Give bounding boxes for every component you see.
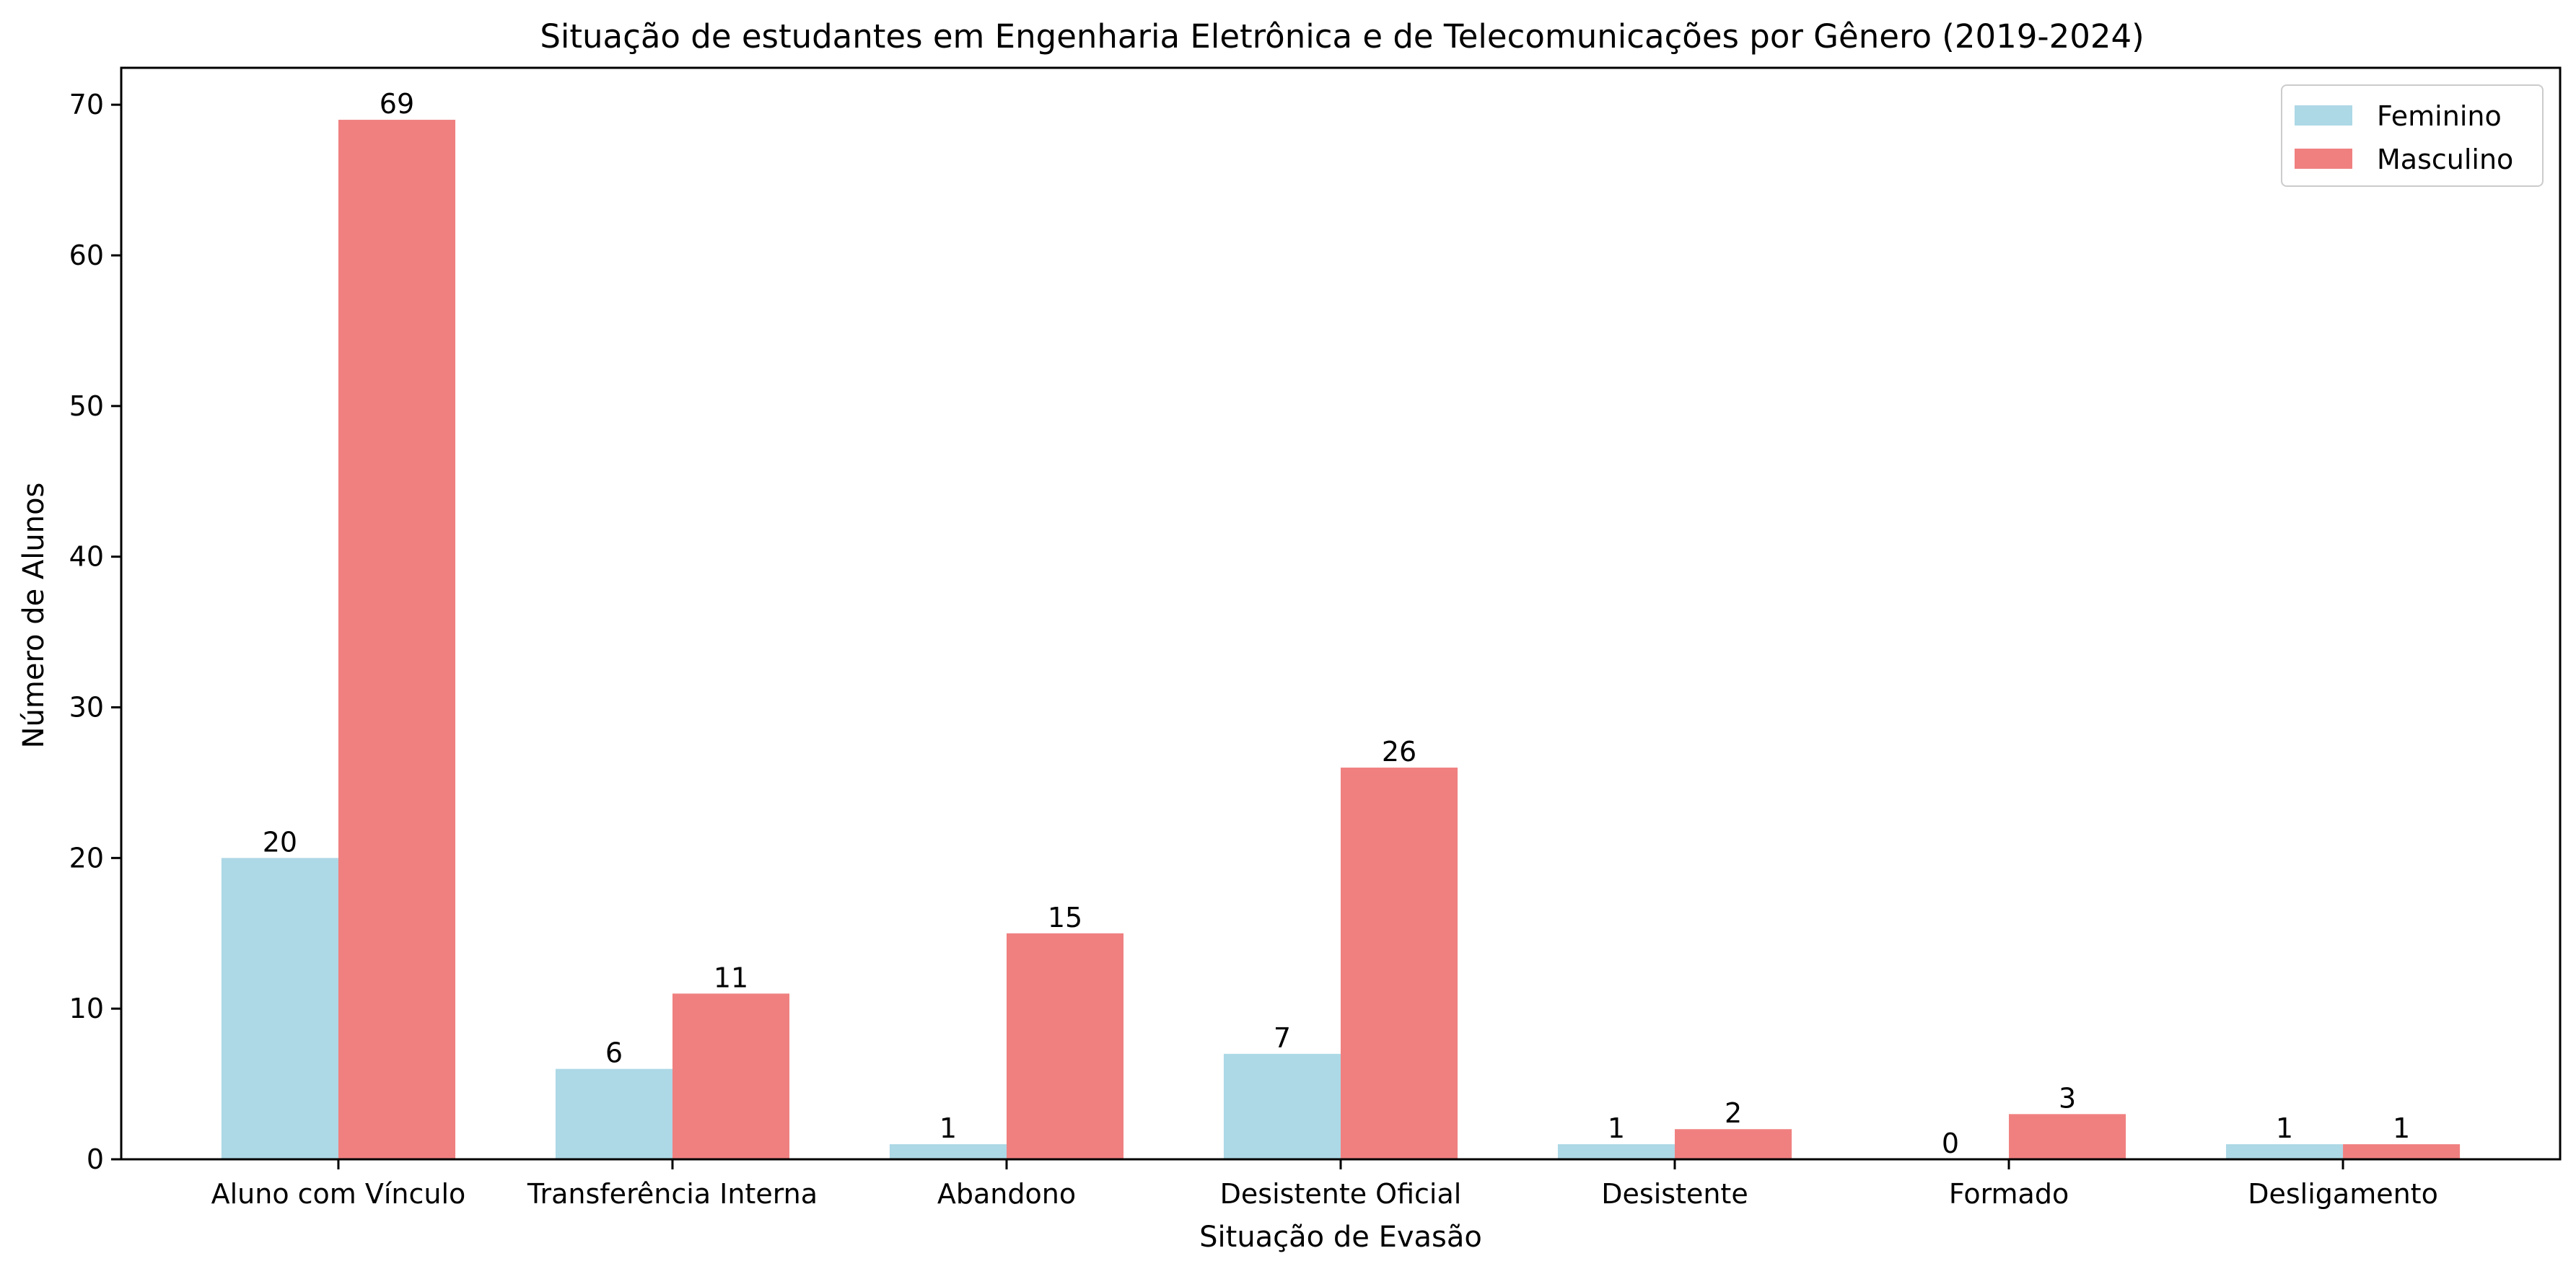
legend-label-feminino: Feminino [2377, 100, 2502, 132]
legend-swatch-masculino [2295, 149, 2352, 169]
bar-label-masculino-1: 11 [714, 962, 748, 993]
legend: Feminino Masculino [2281, 84, 2544, 187]
bar-label-feminino-5: 0 [1942, 1128, 1959, 1159]
bar-feminino-0 [221, 858, 338, 1159]
x-tick-label: Formado [1949, 1178, 2069, 1210]
bar-label-masculino-3: 26 [1382, 736, 1416, 768]
y-tick-label: 10 [69, 993, 104, 1024]
y-tick-label: 40 [69, 541, 104, 573]
bar-masculino-3 [1341, 768, 1458, 1159]
bar-label-masculino-6: 1 [2393, 1112, 2410, 1144]
bar-label-feminino-0: 20 [263, 826, 297, 858]
bar-label-feminino-1: 6 [605, 1037, 623, 1069]
bar-masculino-4 [1675, 1129, 1792, 1159]
y-tick-label: 50 [69, 390, 104, 422]
x-tick-label: Desistente [1601, 1178, 1748, 1210]
bar-masculino-2 [1006, 933, 1124, 1159]
x-axis-label: Situação de Evasão [1199, 1221, 1482, 1254]
legend-swatch-feminino [2295, 105, 2352, 126]
y-tick-label: 70 [69, 89, 104, 120]
legend-label-masculino: Masculino [2377, 144, 2513, 175]
bar-feminino-6 [2225, 1144, 2344, 1159]
bar-label-feminino-3: 7 [1274, 1022, 1291, 1054]
bar-feminino-3 [1223, 1053, 1341, 1159]
bar-label-masculino-2: 15 [1048, 902, 1082, 933]
x-tick-label: Transferência Interna [527, 1178, 818, 1210]
bar-masculino-5 [2009, 1114, 2126, 1159]
x-tick-label: Abandono [937, 1178, 1076, 1210]
bar-masculino-6 [2343, 1144, 2461, 1159]
bar-feminino-2 [889, 1144, 1007, 1159]
x-tick-label: Aluno com Vínculo [211, 1178, 466, 1210]
bars-layer [221, 120, 2461, 1159]
bar-label-masculino-5: 3 [2059, 1082, 2076, 1114]
bar-labels-layer: 20 6 1 7 1 0 1 69 11 15 26 2 3 1 [263, 88, 2410, 1159]
bar-label-feminino-2: 1 [939, 1112, 957, 1144]
bar-label-masculino-4: 2 [1725, 1097, 1742, 1129]
bar-label-feminino-4: 1 [1608, 1112, 1625, 1144]
bar-masculino-1 [672, 993, 790, 1159]
y-tick-label: 20 [69, 842, 104, 874]
bar-feminino-1 [555, 1068, 673, 1159]
bar-label-masculino-0: 69 [380, 88, 414, 120]
y-tick-label: 60 [69, 240, 104, 271]
y-tick-label: 0 [87, 1143, 104, 1175]
bar-label-feminino-6: 1 [2276, 1112, 2293, 1144]
chart-title: Situação de estudantes em Engenharia Ele… [540, 17, 2144, 56]
y-axis-label: Número de Alunos [17, 483, 51, 749]
y-tick-label: 30 [69, 691, 104, 723]
plot-frame [120, 66, 2562, 1161]
bar-feminino-4 [1557, 1144, 1675, 1159]
x-tick-label: Desistente Oficial [1220, 1178, 1462, 1210]
x-tick-label: Desligamento [2248, 1178, 2438, 1210]
bar-masculino-0 [338, 120, 456, 1159]
